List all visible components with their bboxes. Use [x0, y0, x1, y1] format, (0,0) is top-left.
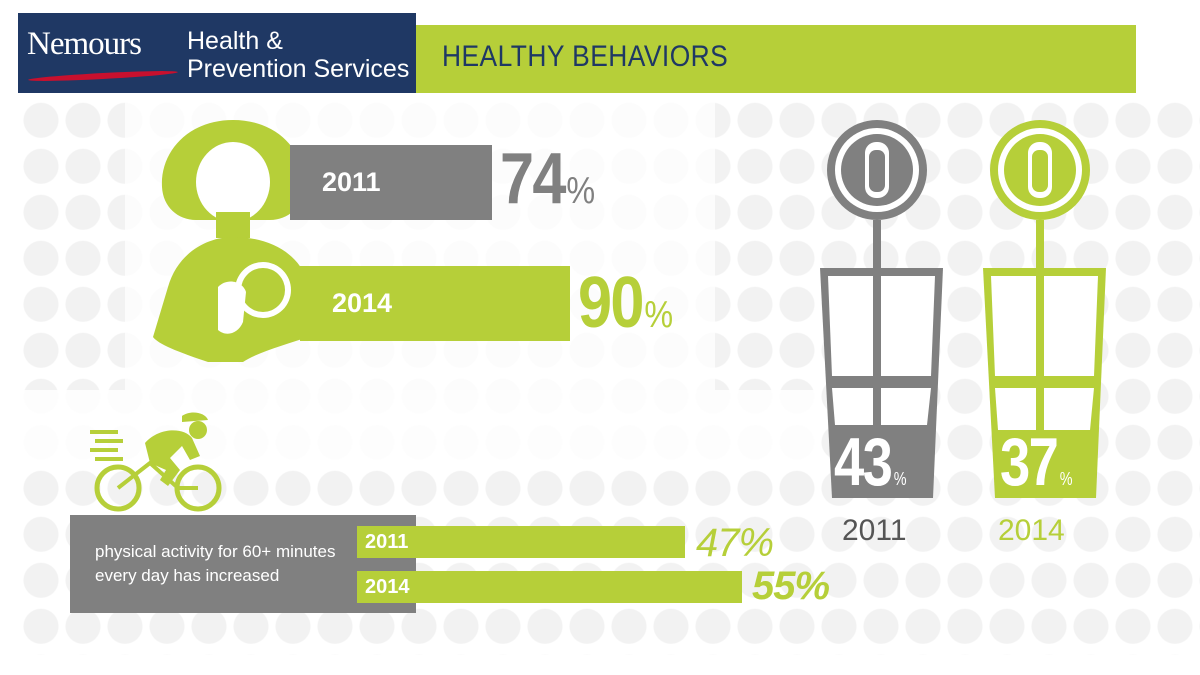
- pa-description-line2: every day has increased: [95, 566, 280, 585]
- percent-sign: %: [566, 170, 595, 212]
- breastfeeding-percent-2011: 74%: [500, 138, 595, 220]
- physical-activity-description: physical activity for 60+ minutes every …: [95, 540, 355, 588]
- drink-cup-icon: [983, 120, 1106, 498]
- breastfeeding-percent-2014: 90%: [578, 262, 673, 344]
- physical-activity-percent-2011: 47%: [696, 521, 774, 565]
- drink-percent-2011: 43%: [834, 423, 907, 501]
- brand-subtitle-line2: Prevention Services: [187, 55, 410, 83]
- cyclist-icon: [90, 412, 222, 512]
- brand-swoosh: [27, 69, 179, 83]
- header: Nemours Health & Prevention Services HEA…: [18, 13, 1136, 93]
- physical-activity-bar-2011: 2011: [357, 526, 685, 558]
- percent-sign: %: [1059, 469, 1073, 489]
- breastfeeding-value-2014: 90: [578, 263, 644, 343]
- physical-activity-percent-2014: 55%: [752, 564, 830, 608]
- brand-name: Nemours: [27, 26, 142, 62]
- pa-year-2011: 2011: [365, 530, 409, 553]
- logo: Nemours Health & Prevention Services: [18, 13, 416, 93]
- title-banner: HEALTHY BEHAVIORS: [416, 25, 1136, 93]
- breastfeeding-value-2011: 74: [500, 139, 566, 219]
- drink-year-2014: 2014: [998, 514, 1065, 547]
- pa-year-2014: 2014: [365, 575, 410, 598]
- brand-subtitle-line1: Health &: [187, 27, 283, 55]
- page-title: HEALTHY BEHAVIORS: [442, 40, 729, 73]
- breastfeeding-year-2014: 2014: [332, 288, 393, 318]
- breastfeeding-bar-2014: 2014: [300, 266, 570, 341]
- physical-activity-bar-2014: 2014: [357, 571, 742, 603]
- drink-value-2014: 37: [1000, 424, 1059, 500]
- drink-value-2011: 43: [834, 424, 893, 500]
- drink-percent-2014: 37%: [1000, 423, 1073, 501]
- brand-subtitle: Health & Prevention Services: [187, 27, 417, 83]
- drink-cup-icon: [820, 120, 943, 498]
- percent-sign: %: [893, 469, 907, 489]
- breastfeeding-bar-2011: 2011: [290, 145, 492, 220]
- pa-description-line1: physical activity for 60+ minutes: [95, 542, 336, 561]
- percent-sign: %: [644, 294, 673, 336]
- breastfeeding-year-2011: 2011: [322, 167, 381, 197]
- drink-year-2011: 2011: [842, 514, 907, 547]
- mother-child-icon: [153, 120, 308, 362]
